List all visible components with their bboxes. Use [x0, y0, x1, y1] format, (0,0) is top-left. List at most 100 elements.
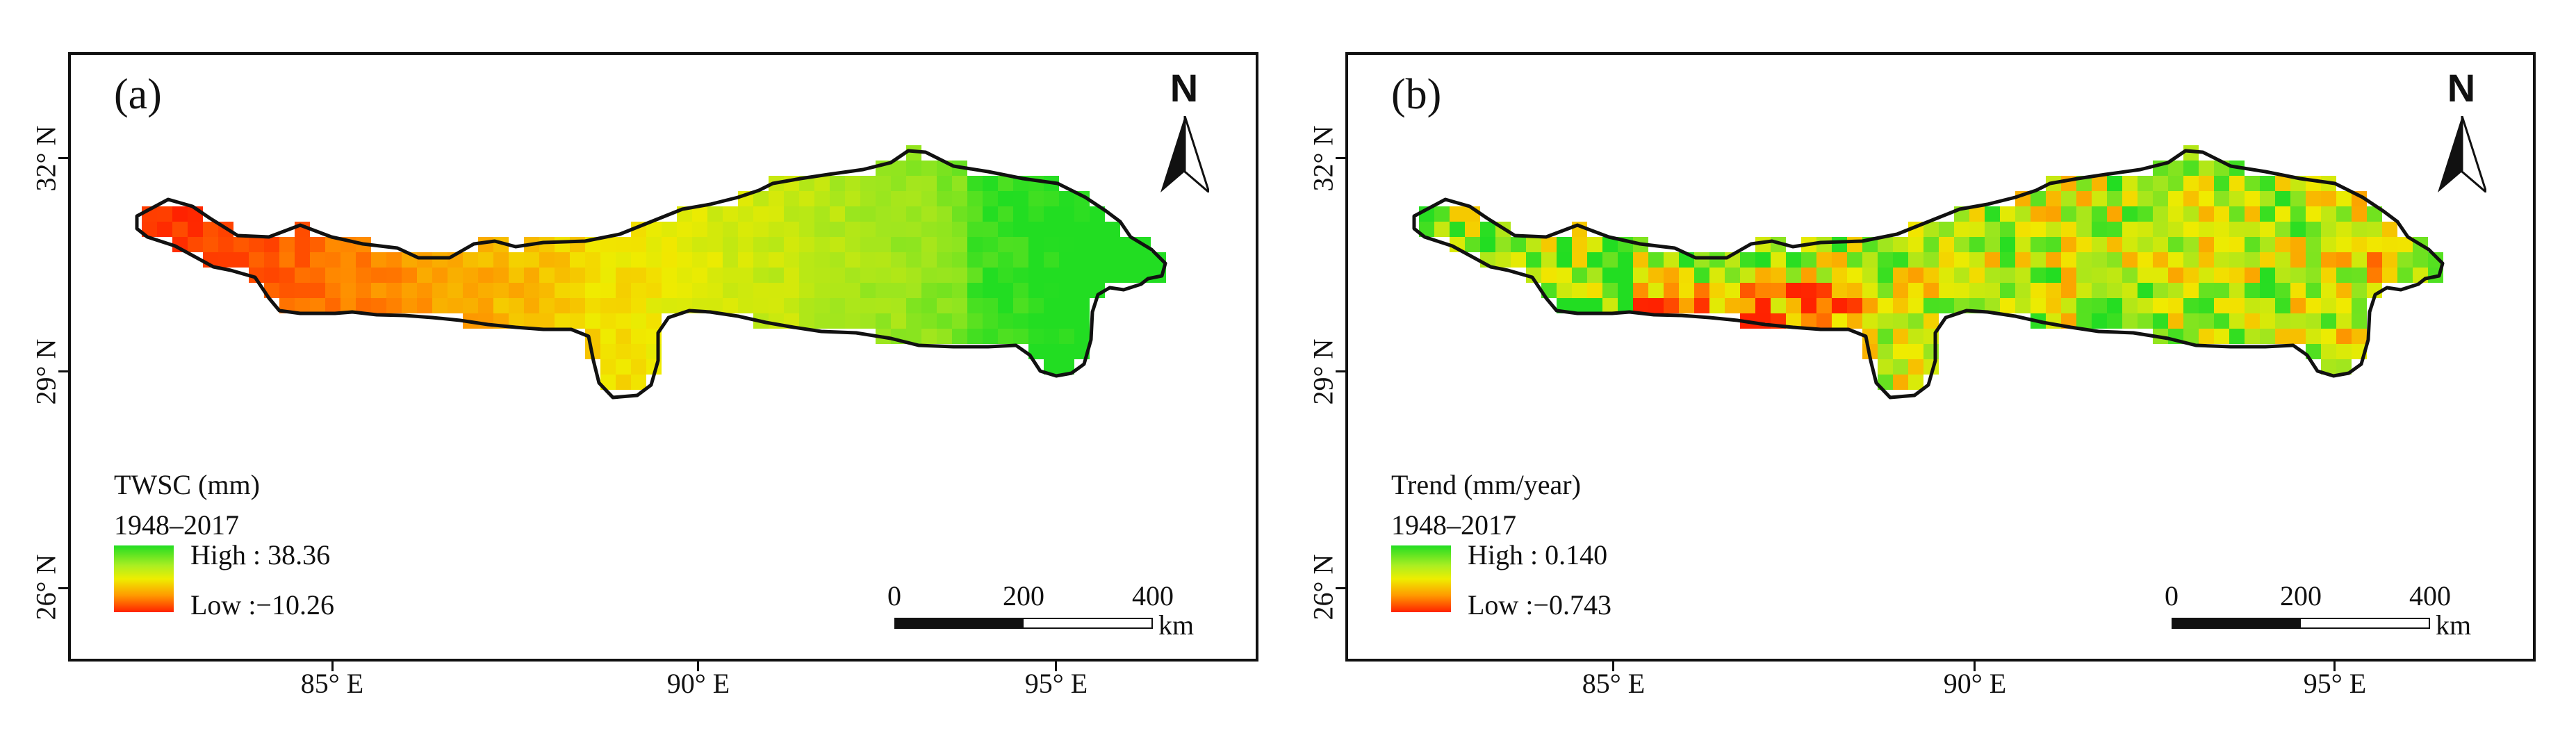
raster-cell: [952, 176, 967, 191]
raster-cell: [2428, 252, 2443, 268]
raster-cell: [1923, 252, 1939, 268]
raster-cell: [1908, 313, 1923, 329]
raster-cell: [723, 237, 738, 252]
raster-cell: [2138, 313, 2153, 329]
raster-cell: [2321, 268, 2336, 283]
raster-cell: [738, 206, 753, 222]
raster-cell: [2367, 252, 2382, 268]
scale-tick: 400: [2409, 580, 2451, 611]
raster-cell: [371, 298, 386, 313]
raster-cell: [998, 329, 1013, 344]
x-axis-label: 85° E: [300, 668, 364, 699]
raster-cell: [2321, 298, 2336, 313]
raster-cell: [692, 252, 707, 268]
raster-cell: [769, 252, 784, 268]
raster-cell: [677, 237, 692, 252]
raster-cell: [876, 206, 891, 222]
raster-cell: [2061, 252, 2076, 268]
raster-cell: [738, 222, 753, 237]
raster-cell: [2122, 283, 2138, 298]
raster-cell: [2183, 283, 2199, 298]
raster-cell: [814, 222, 830, 237]
north-label: N: [2447, 66, 2476, 110]
raster-cell: [1725, 283, 1740, 298]
raster-cell: [2260, 298, 2275, 313]
raster-cell: [814, 283, 830, 298]
legend-title: TWSC (mm): [114, 469, 260, 500]
raster-cell: [2275, 176, 2290, 191]
raster-cell: [2183, 206, 2199, 222]
raster-cell: [2122, 313, 2138, 329]
raster-cell: [448, 283, 463, 298]
raster-cell: [2321, 359, 2336, 375]
raster-cell: [738, 268, 753, 283]
raster-cell: [2199, 298, 2214, 313]
raster-cell: [1059, 313, 1074, 329]
raster-cell: [1648, 268, 1664, 283]
raster-cell: [2168, 161, 2183, 176]
raster-cell: [2076, 206, 2092, 222]
raster-cell: [371, 283, 386, 298]
raster-cell: [2138, 268, 2153, 283]
raster-cell: [906, 329, 921, 344]
raster-cell: [707, 283, 723, 298]
raster-cell: [2092, 313, 2107, 329]
raster-cell: [952, 191, 967, 206]
raster-cell: [1740, 283, 1755, 298]
raster-cell: [233, 237, 249, 252]
raster-cell: [662, 237, 677, 252]
raster-cell: [2031, 252, 2046, 268]
raster-cell: [600, 283, 616, 298]
raster-cell: [616, 237, 631, 252]
raster-cell: [662, 268, 677, 283]
raster-cell: [998, 283, 1013, 298]
raster-cell: [2168, 191, 2183, 206]
raster-cell: [1893, 237, 1908, 252]
raster-cell: [1954, 268, 1969, 283]
raster-cell: [2260, 283, 2275, 298]
raster-cell: [1495, 237, 1511, 252]
raster-cell: [585, 283, 600, 298]
raster-cell: [2306, 344, 2321, 359]
raster-cell: [1044, 329, 1059, 344]
raster-cell: [937, 176, 952, 191]
raster-cell: [845, 252, 860, 268]
raster-cell: [463, 283, 478, 298]
raster-cell: [341, 298, 356, 313]
raster-cell: [1832, 313, 1847, 329]
raster-cell: [1013, 298, 1028, 313]
raster-cell: [1511, 237, 1526, 252]
raster-cell: [891, 298, 906, 313]
raster-cell: [585, 313, 600, 329]
raster-cell: [2321, 252, 2336, 268]
raster-cell: [2229, 283, 2245, 298]
raster-cell: [738, 237, 753, 252]
raster-cell: [570, 313, 585, 329]
raster-cell: [1709, 298, 1725, 313]
raster-cell: [2107, 313, 2122, 329]
raster-cell: [845, 206, 860, 222]
raster-cell: [600, 359, 616, 375]
raster-cell: [952, 283, 967, 298]
raster-cell: [1985, 252, 2000, 268]
raster-cell: [769, 222, 784, 237]
raster-cell: [2352, 268, 2367, 283]
raster-cell: [1969, 237, 1985, 252]
raster-cell: [921, 252, 937, 268]
raster-cell: [860, 206, 876, 222]
raster-cell: [1526, 237, 1541, 252]
raster-cell: [2061, 206, 2076, 222]
raster-cell: [860, 222, 876, 237]
raster-cell: [845, 313, 860, 329]
raster-cell: [998, 206, 1013, 222]
raster-cell: [967, 237, 983, 252]
raster-cell: [2260, 176, 2275, 191]
raster-cell: [325, 237, 341, 252]
raster-cell: [692, 206, 707, 222]
raster-cell: [906, 191, 921, 206]
raster-cell: [753, 298, 769, 313]
raster-cell: [555, 252, 570, 268]
raster-cell: [2076, 298, 2092, 313]
raster-cell: [2076, 191, 2092, 206]
raster-cell: [1618, 298, 1633, 313]
